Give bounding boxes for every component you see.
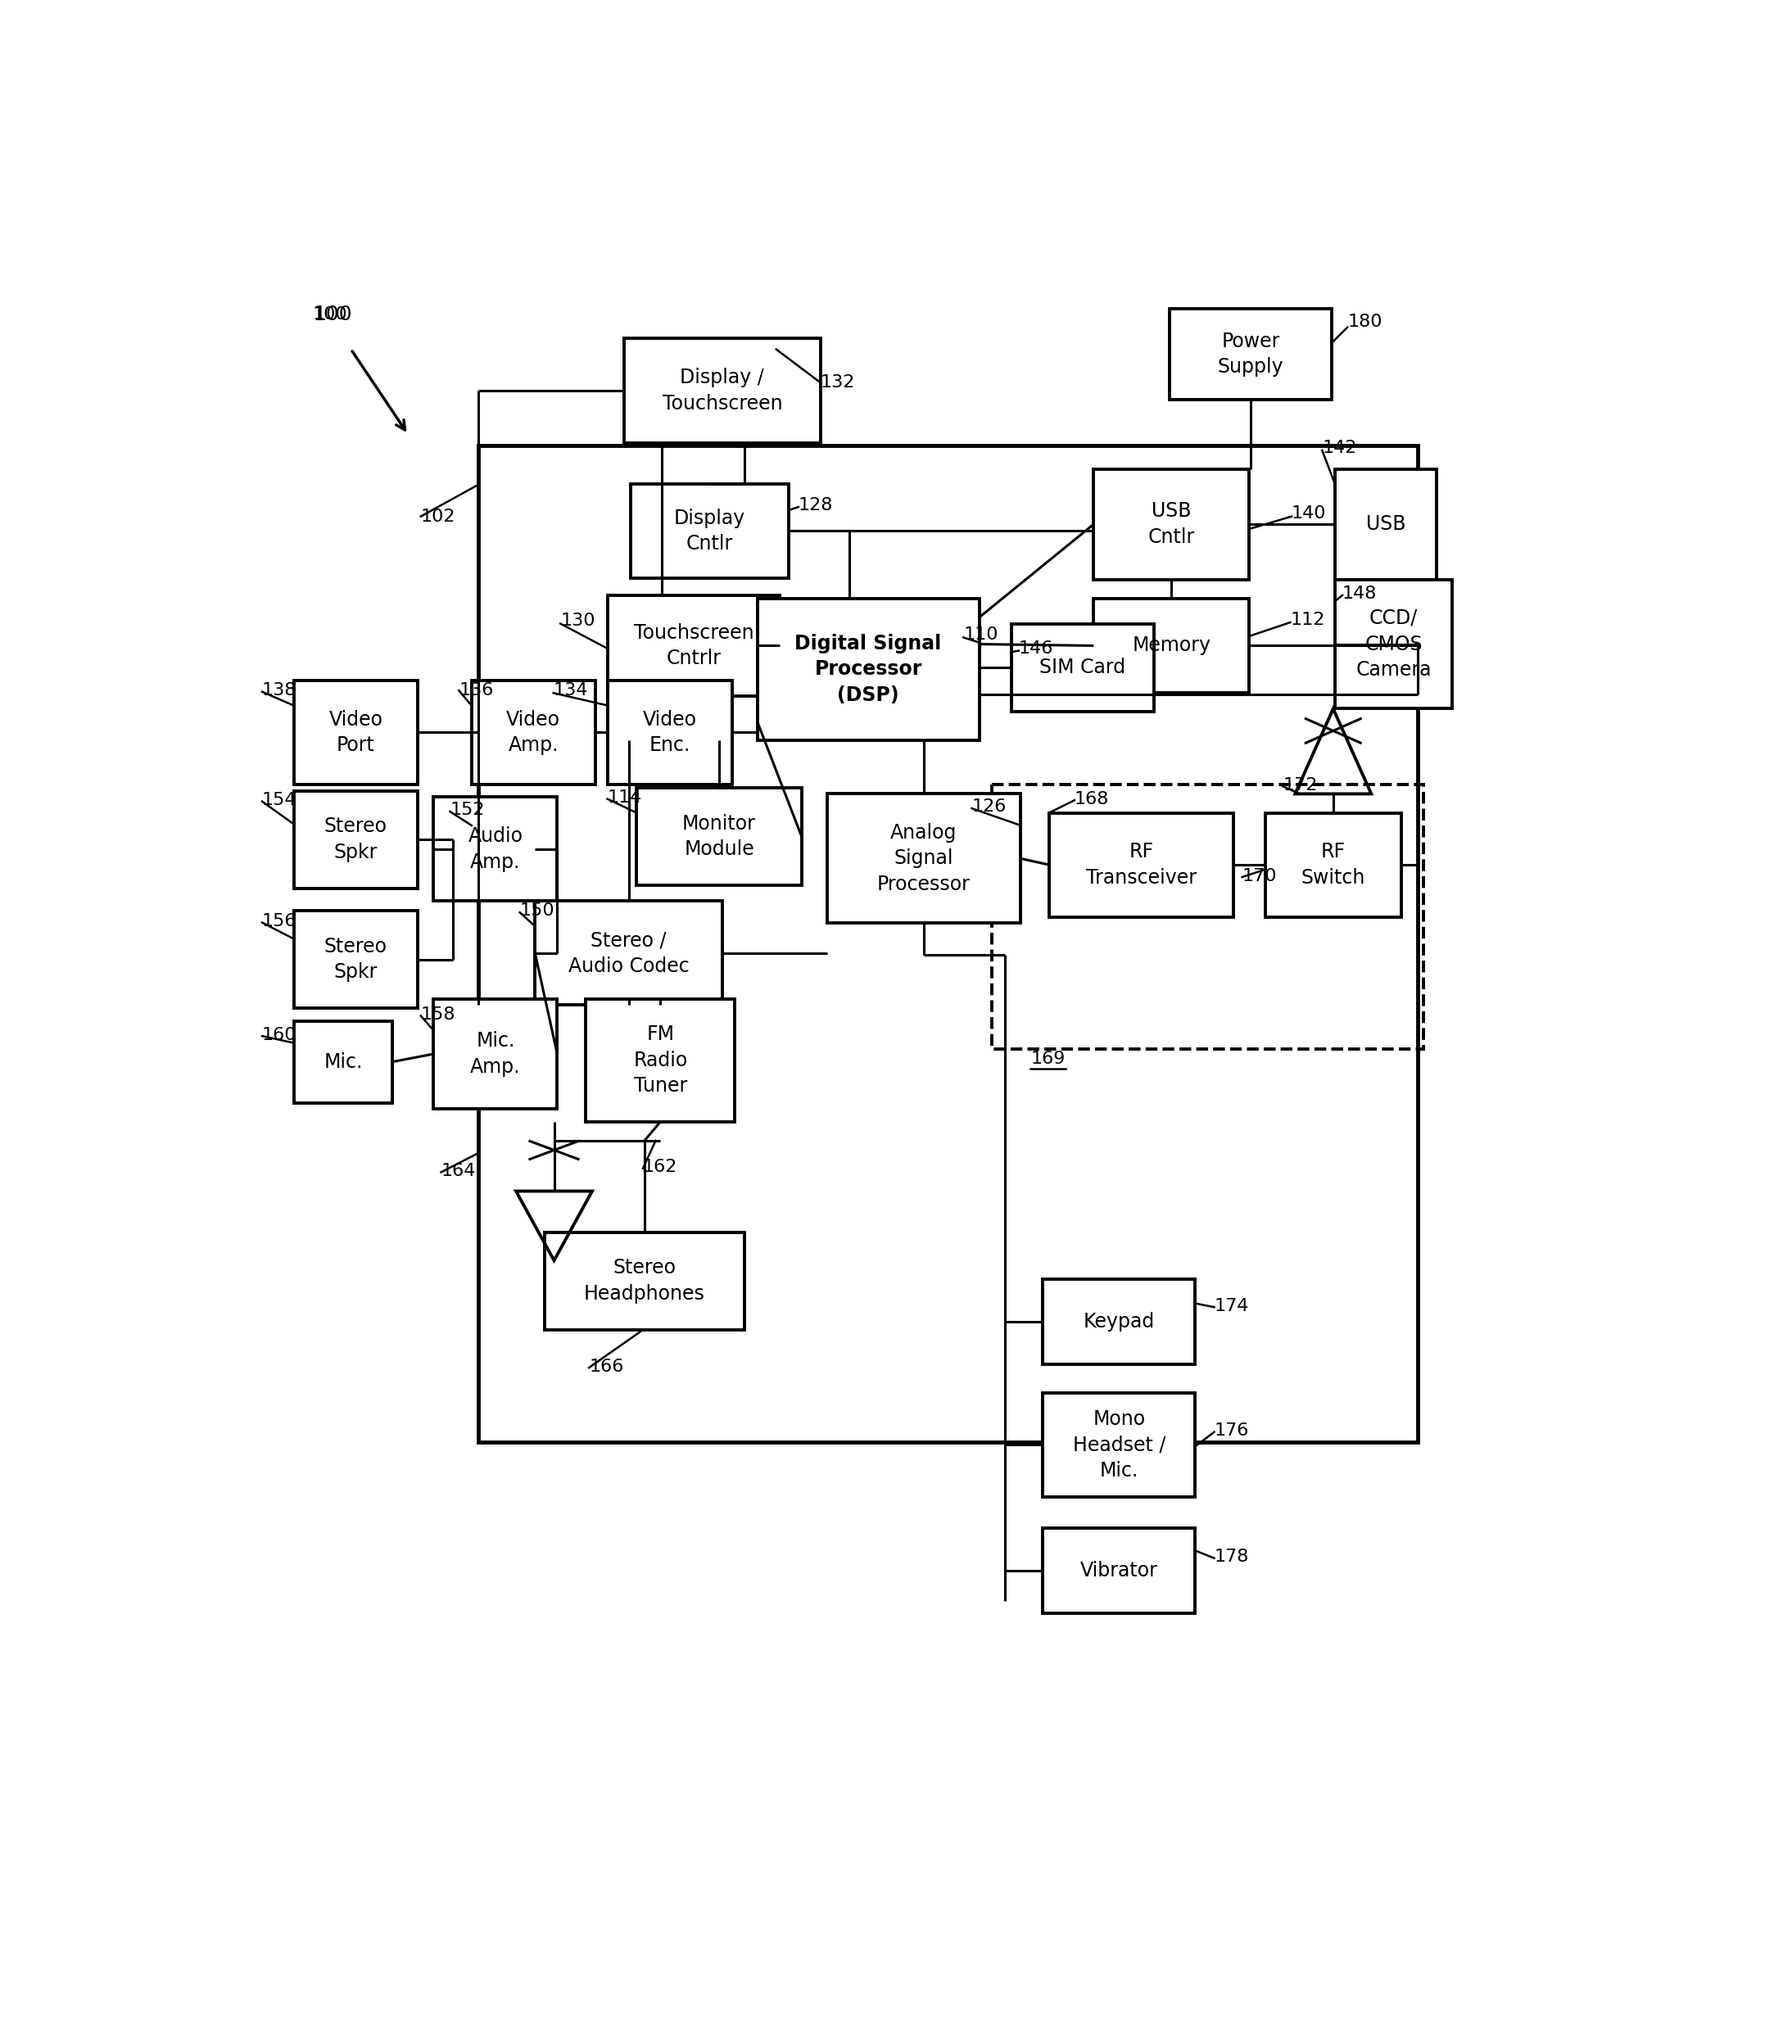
Text: 148: 148 [1342, 585, 1376, 601]
Bar [1093, 599, 1249, 693]
Text: 162: 162 [643, 1159, 677, 1175]
Text: RF
Transceiver: RF Transceiver [1086, 842, 1197, 887]
Bar [294, 681, 418, 785]
Bar [1048, 814, 1233, 918]
Text: Audio
Amp.: Audio Amp. [468, 826, 523, 873]
Bar [631, 484, 788, 578]
Text: 138: 138 [262, 683, 297, 699]
Bar [1043, 1392, 1195, 1496]
Text: Mono
Headset /
Mic.: Mono Headset / Mic. [1073, 1408, 1165, 1480]
Text: 166: 166 [590, 1357, 624, 1376]
Bar [294, 791, 418, 889]
Bar [636, 787, 801, 885]
Text: Video
Amp.: Video Amp. [507, 709, 561, 754]
Bar [607, 681, 731, 785]
Bar [545, 1233, 744, 1331]
Text: Power
Supply: Power Supply [1219, 331, 1283, 376]
Text: FM
Radio
Tuner: FM Radio Tuner [633, 1024, 688, 1096]
Text: 178: 178 [1215, 1549, 1249, 1566]
Text: 174: 174 [1215, 1298, 1249, 1314]
Text: 112: 112 [1290, 611, 1324, 628]
Text: Stereo
Spkr: Stereo Spkr [324, 936, 387, 983]
Text: 152: 152 [450, 801, 486, 818]
Bar [1335, 580, 1452, 709]
Text: Stereo
Spkr: Stereo Spkr [324, 818, 387, 863]
Bar [1265, 814, 1401, 918]
Bar [434, 797, 557, 901]
Text: 168: 168 [1075, 791, 1109, 807]
Text: 140: 140 [1292, 505, 1326, 521]
Text: 172: 172 [1283, 777, 1317, 793]
Text: Display /
Touchscreen: Display / Touchscreen [663, 368, 783, 413]
Text: Video
Enc.: Video Enc. [643, 709, 697, 754]
Text: 176: 176 [1215, 1423, 1249, 1439]
Text: 180: 180 [1348, 315, 1382, 331]
Text: Memory: Memory [1133, 636, 1211, 656]
Text: Display
Cntlr: Display Cntlr [674, 509, 745, 554]
Bar [1043, 1529, 1195, 1613]
Text: 128: 128 [799, 497, 833, 513]
Text: Digital Signal
Processor
(DSP): Digital Signal Processor (DSP) [796, 634, 941, 705]
Text: 164: 164 [441, 1163, 477, 1179]
Text: 156: 156 [262, 914, 297, 930]
Text: 100: 100 [314, 305, 351, 325]
Text: 114: 114 [607, 789, 642, 805]
Text: Analog
Signal
Processor: Analog Signal Processor [876, 824, 971, 893]
Bar [758, 599, 980, 740]
Text: RF
Switch: RF Switch [1301, 842, 1366, 887]
Text: USB: USB [1366, 515, 1405, 533]
Text: Touchscreen
Cntrlr: Touchscreen Cntrlr [634, 623, 754, 668]
Bar [434, 1000, 557, 1110]
Bar [607, 595, 780, 697]
Text: 146: 146 [1018, 640, 1054, 656]
Text: 126: 126 [971, 799, 1007, 816]
Bar [1335, 470, 1437, 580]
Text: Mic.: Mic. [324, 1053, 362, 1071]
Text: Stereo /
Audio Codec: Stereo / Audio Codec [568, 930, 690, 975]
Text: 150: 150 [520, 901, 556, 918]
Text: 132: 132 [821, 374, 855, 390]
Bar [993, 785, 1423, 1049]
Bar [1093, 470, 1249, 580]
Text: 102: 102 [421, 509, 455, 525]
Text: SIM Card: SIM Card [1039, 658, 1125, 677]
Bar [1011, 623, 1154, 711]
Text: 134: 134 [554, 683, 588, 699]
Text: 136: 136 [459, 683, 493, 699]
Text: 169: 169 [1030, 1051, 1064, 1067]
Text: 100: 100 [314, 307, 348, 323]
Bar [624, 339, 821, 444]
Text: Keypad: Keypad [1082, 1312, 1154, 1333]
Text: 170: 170 [1242, 867, 1278, 883]
Text: 160: 160 [262, 1026, 297, 1042]
Bar [471, 681, 595, 785]
Bar [586, 1000, 735, 1122]
Text: 158: 158 [421, 1006, 455, 1022]
Text: 130: 130 [561, 613, 595, 630]
Text: Vibrator: Vibrator [1081, 1562, 1158, 1580]
Text: USB
Cntlr: USB Cntlr [1149, 501, 1195, 548]
Text: Monitor
Module: Monitor Module [683, 814, 756, 858]
Text: Stereo
Headphones: Stereo Headphones [584, 1259, 704, 1304]
Bar [294, 1020, 392, 1104]
Bar [478, 446, 1417, 1443]
Bar [1043, 1280, 1195, 1365]
Text: Mic.
Amp.: Mic. Amp. [470, 1032, 520, 1077]
Bar [826, 793, 1021, 924]
Text: 110: 110 [964, 628, 998, 644]
Bar [536, 901, 722, 1006]
Bar [1170, 309, 1331, 401]
Text: CCD/
CMOS
Camera: CCD/ CMOS Camera [1355, 609, 1432, 681]
Bar [294, 910, 418, 1008]
Text: 154: 154 [262, 791, 297, 807]
Text: Video
Port: Video Port [328, 709, 383, 754]
Text: 142: 142 [1322, 439, 1357, 456]
